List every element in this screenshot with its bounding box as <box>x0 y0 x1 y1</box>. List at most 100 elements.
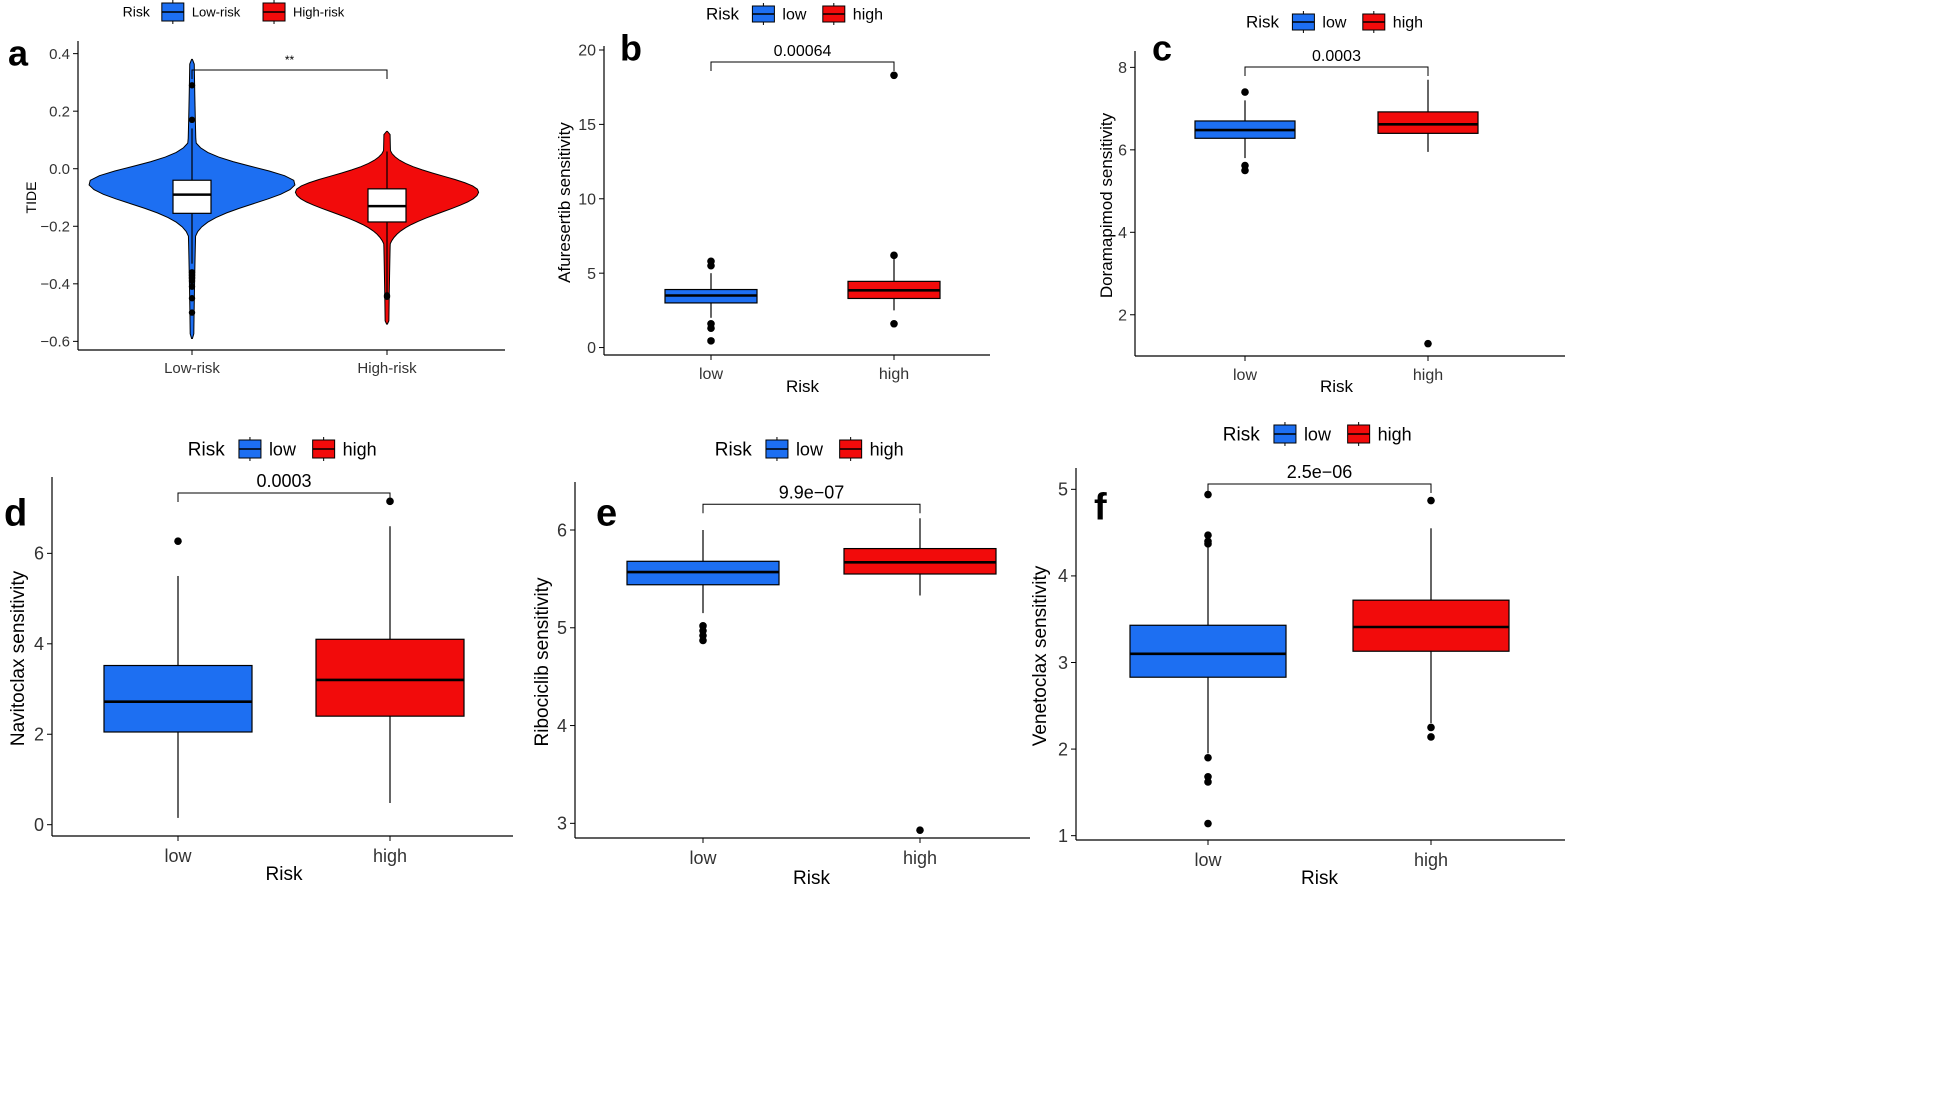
legend-key-low: Low-risk <box>161 0 241 24</box>
panel-a: a Risk Low-risk High-risk −0.6 −0.4 −0.2 0.0 0.2… <box>8 0 505 377</box>
legend-key-low: low <box>1291 11 1347 33</box>
y-tick-label: 5 <box>557 618 567 638</box>
x-tick-label: low <box>164 846 192 866</box>
x-tick-label: low <box>699 366 723 383</box>
panel-letter: b <box>620 28 642 69</box>
x-tick-label: Low-risk <box>164 360 220 377</box>
outlier-point <box>1427 723 1435 732</box>
box <box>172 179 212 214</box>
legend-label-high: high <box>870 439 904 459</box>
y-axis-title: Ribociclib sensitivity <box>532 577 553 746</box>
y-tick-label: 2 <box>1118 307 1127 324</box>
legend-title: Risk <box>188 439 225 460</box>
legend: Risk low high <box>188 437 377 461</box>
legend-key-low: low <box>751 3 807 25</box>
y-tick-label: −0.2 <box>40 219 70 236</box>
outlier-point <box>188 82 196 89</box>
y-tick-label: 4 <box>1058 566 1068 586</box>
legend-key-high: high <box>1347 422 1412 446</box>
bracket-line <box>702 503 921 514</box>
p-value-label: 0.00064 <box>774 43 832 60</box>
y-tick-label: 3 <box>557 814 567 834</box>
legend-key-low: low <box>765 437 824 461</box>
y-tick-label: 5 <box>1058 480 1068 500</box>
y-tick-label: 20 <box>578 43 596 60</box>
y-tick-label: 2 <box>34 725 44 745</box>
series-high-risk <box>294 130 480 325</box>
y-tick-label: 3 <box>1058 653 1068 673</box>
outlier-point <box>188 309 196 316</box>
legend: Risk Low-risk High-risk <box>123 0 345 24</box>
outlier-point <box>1204 540 1212 548</box>
outlier-point <box>1204 753 1212 762</box>
series-low <box>1194 88 1296 175</box>
x-tick-label: high <box>1413 367 1443 384</box>
significance-bracket: 0.0003 <box>177 471 391 502</box>
legend-title: Risk <box>706 5 740 24</box>
outlier-point <box>699 636 707 645</box>
legend-key-low: low <box>1273 422 1332 446</box>
box <box>1129 624 1287 678</box>
y-tick-label: 0 <box>34 815 44 835</box>
y-tick-label: 0 <box>587 340 596 357</box>
legend-key-low: low <box>238 437 297 461</box>
panel-letter: f <box>1094 486 1107 528</box>
outlier-point <box>188 295 196 302</box>
outlier-point <box>707 337 715 345</box>
x-tick-label: high <box>903 848 937 868</box>
legend-title: Risk <box>1246 13 1280 32</box>
significance-bracket: 0.0003 <box>1244 48 1429 76</box>
box <box>1377 111 1479 134</box>
panel-e: e Risk low high 3 4 5 6 low high Risk Ribociclib se… <box>532 437 1030 889</box>
outlier-point <box>890 71 898 80</box>
x-tick-label: high <box>373 846 407 866</box>
series-high <box>1352 496 1510 741</box>
legend: Risk low high <box>1223 422 1412 446</box>
x-axis-title: Risk <box>1301 868 1338 889</box>
outlier-point <box>1424 339 1432 348</box>
legend-label-high: high <box>1378 424 1412 444</box>
legend: Risk low high <box>715 437 904 461</box>
legend-title: Risk <box>1223 424 1260 445</box>
legend-label-low: low <box>796 439 824 459</box>
p-value-label: 2.5e−06 <box>1287 462 1353 482</box>
bracket-line <box>710 61 895 71</box>
y-tick-label: 0.0 <box>49 161 70 178</box>
y-tick-label: 1 <box>1058 826 1068 846</box>
legend-label-high: High-risk <box>293 5 345 20</box>
x-axis-title: Risk <box>786 377 820 396</box>
series-high <box>1377 79 1479 348</box>
outlier-point <box>1204 819 1212 828</box>
outlier-point <box>1204 531 1212 540</box>
series-high <box>847 71 941 328</box>
y-tick-label: −0.6 <box>40 334 70 351</box>
x-tick-label: low <box>689 848 717 868</box>
p-value-label: 0.0003 <box>1312 48 1361 65</box>
legend-title: Risk <box>715 439 752 460</box>
outlier-point <box>174 537 182 545</box>
panel-f: f Risk low high 1 2 3 4 5 low high Risk Venetoclax s… <box>1030 422 1565 889</box>
bracket-line <box>1244 66 1429 76</box>
series-high <box>843 518 997 834</box>
y-tick-label: −0.4 <box>40 276 70 293</box>
y-axis-title: Doramapimod sensitivity <box>1097 112 1116 298</box>
panel-letter: e <box>596 492 617 534</box>
x-tick-label: high <box>879 366 909 383</box>
y-tick-label: 2 <box>1058 739 1068 759</box>
significance-bracket: 2.5e−06 <box>1207 462 1432 493</box>
bracket-line <box>177 492 391 502</box>
y-tick-label: 4 <box>1118 225 1127 242</box>
legend-label-high: high <box>1393 15 1423 32</box>
outlier-point <box>1204 490 1212 499</box>
y-tick-label: 6 <box>557 520 567 540</box>
y-tick-label: 0.2 <box>49 103 70 120</box>
legend-key-high: high <box>822 3 883 25</box>
y-axis-title: TIDE <box>23 182 39 214</box>
y-tick-label: 15 <box>578 117 596 134</box>
legend-label-low: low <box>269 439 297 459</box>
legend-key-high: high <box>1362 11 1423 33</box>
legend-key-high: high <box>312 437 377 461</box>
bracket-line <box>191 69 388 79</box>
panel-d: d Risk low high 0 2 4 6 low high Risk Navitoclax se… <box>4 437 513 885</box>
series-high <box>315 497 465 803</box>
